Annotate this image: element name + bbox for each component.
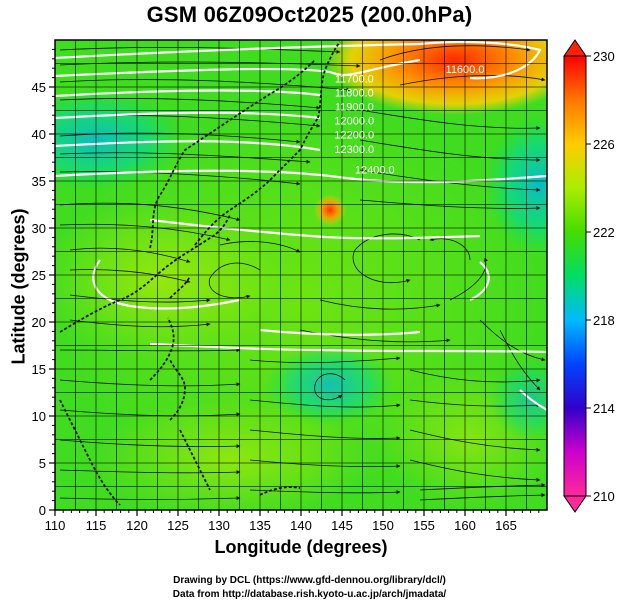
contour-label: 11900.0	[335, 102, 374, 114]
x-tick-label: 135	[249, 518, 271, 533]
colorbar-gradient	[563, 55, 587, 497]
contour-label: 12200.0	[334, 130, 374, 142]
y-tick-label: 25	[32, 268, 46, 283]
x-tick-label: 155	[413, 518, 435, 533]
y-tick-label: 40	[32, 127, 46, 142]
grid	[54, 39, 548, 511]
y-tick-label: 45	[32, 80, 46, 95]
x-tick-label: 165	[495, 518, 517, 533]
colorbar-tick-label: 230	[593, 49, 615, 64]
y-tick-label: 10	[32, 409, 46, 424]
x-tick-label: 130	[208, 518, 230, 533]
x-tick-label: 145	[331, 518, 353, 533]
contour-label: 11800.0	[335, 87, 374, 99]
contour-label: 12300.0	[334, 144, 374, 156]
contour-label: 11600.0	[446, 64, 485, 76]
y-axis-label: Latitude (degrees)	[8, 208, 29, 365]
contour-label: 11700.0	[335, 73, 374, 85]
x-tick-label: 115	[86, 518, 107, 533]
chart-title: GSM 06Z09Oct2025 (200.0hPa)	[146, 2, 473, 27]
x-tick-label: 125	[167, 518, 189, 533]
x-axis: 110 115 120 125 130 135 140 145 150 155 160 165	[45, 510, 540, 533]
contour-label: 12000.0	[334, 116, 374, 128]
colorbar-tick-label: 218	[593, 313, 615, 328]
contour-label: 12400.0	[355, 164, 395, 176]
colorbar-tick-label: 226	[593, 137, 615, 152]
colorbar-max-triangle	[563, 39, 587, 57]
colorbar: 230 226 222 218 214 210	[563, 39, 615, 513]
x-axis-label: Longitude (degrees)	[214, 537, 388, 557]
y-tick-label: 0	[39, 503, 46, 518]
y-tick-label: 35	[32, 174, 46, 189]
x-tick-label: 120	[126, 518, 148, 533]
height-contours	[55, 40, 547, 411]
colorbar-min-triangle	[563, 495, 587, 513]
y-axis: 0 5 10 15 20 25 30 35 40 45	[32, 48, 55, 518]
credit-line-1: Drawing by DCL (https://www.gfd-dennou.o…	[173, 575, 446, 586]
x-tick-label: 160	[454, 518, 476, 533]
x-tick-label: 110	[45, 518, 66, 533]
map-figure: 11600.0 11700.0 11800.0 11900.0 12000.0 12200…	[32, 39, 615, 533]
colorbar-tick-label: 222	[593, 225, 615, 240]
contour-labels: 11600.0 11700.0 11800.0 11900.0 12000.0 12200…	[334, 64, 484, 177]
y-tick-label: 5	[39, 456, 46, 471]
coastlines	[59, 41, 341, 506]
credit-line-2: Data from http://database.rish.kyoto-u.a…	[172, 589, 447, 600]
y-tick-label: 15	[32, 362, 46, 377]
x-tick-label: 140	[290, 518, 312, 533]
colorbar-tick-label: 210	[593, 489, 615, 504]
colorbar-tick-label: 214	[593, 401, 615, 416]
y-tick-label: 20	[32, 315, 46, 330]
x-tick-label: 150	[372, 518, 394, 533]
y-tick-label: 30	[32, 221, 46, 236]
